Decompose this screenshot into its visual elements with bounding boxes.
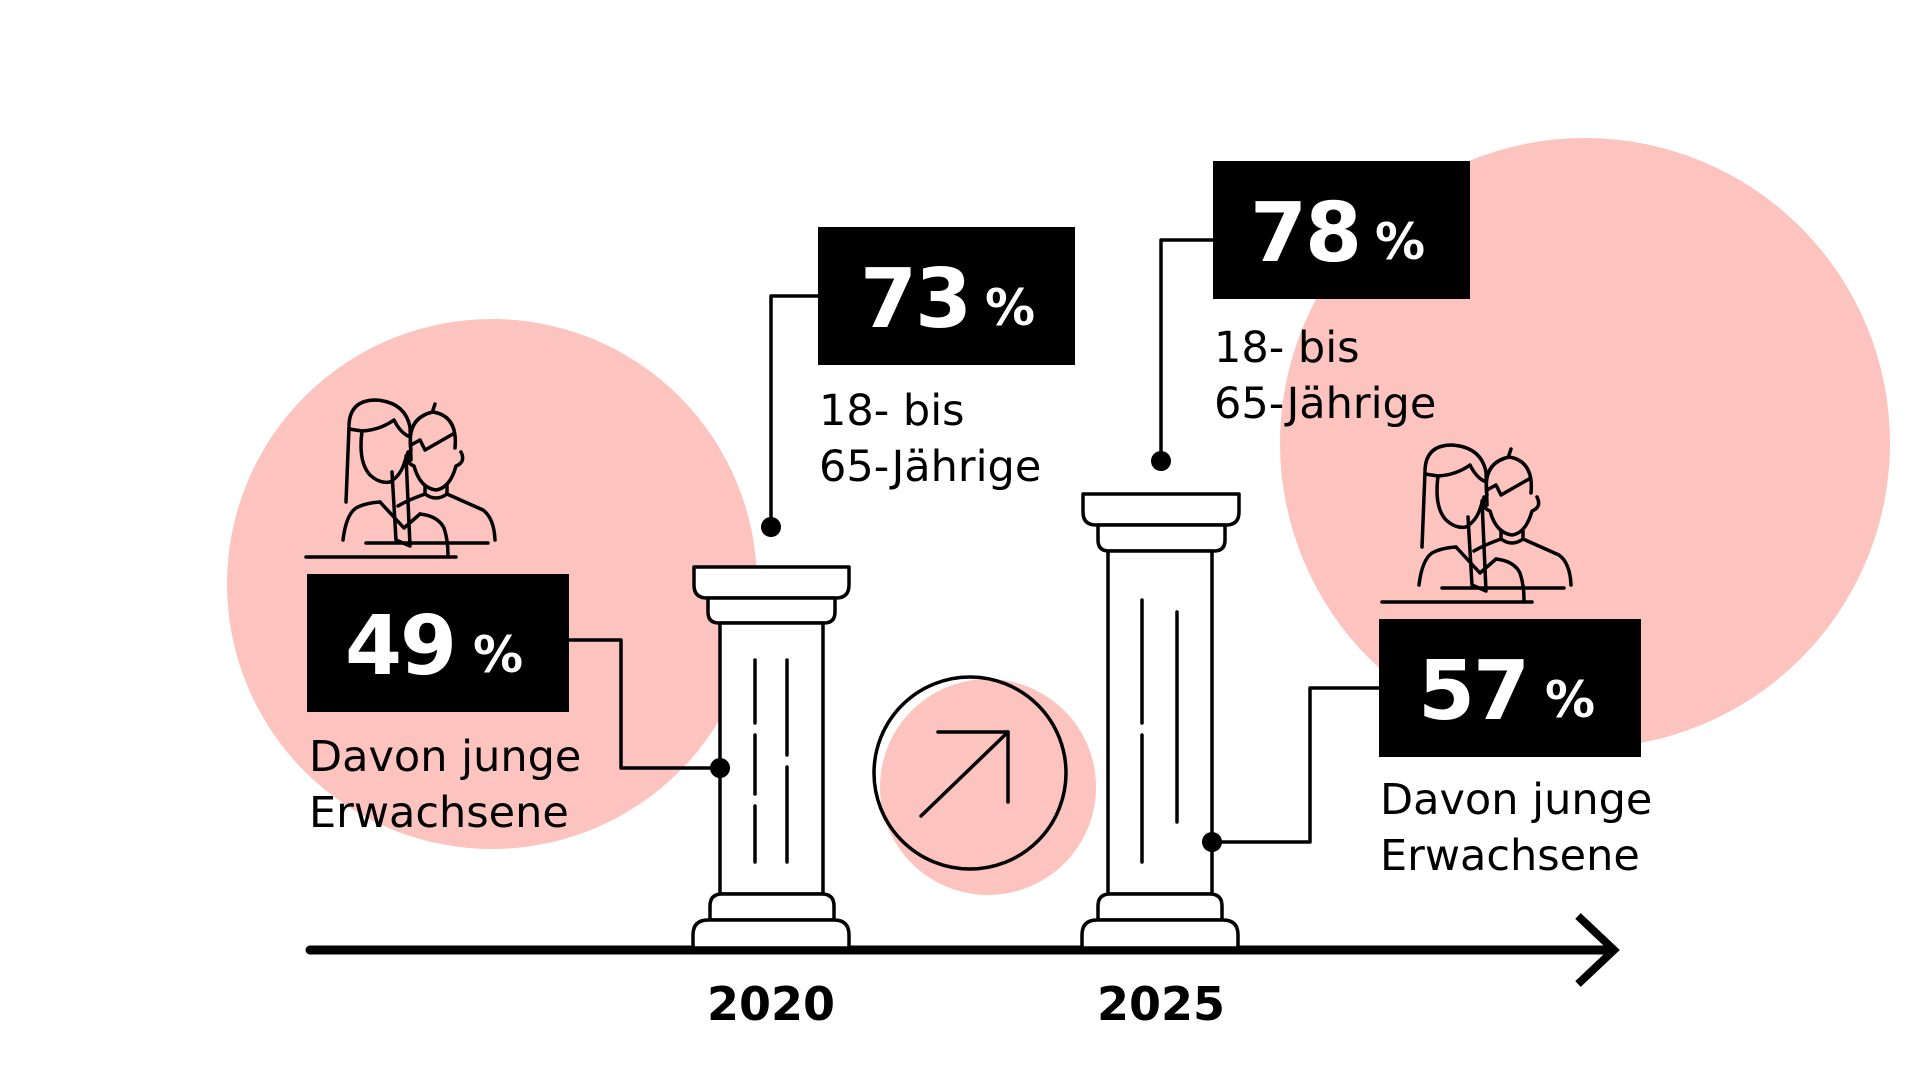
- caption-2025-young-line2: Erwachsene: [1380, 831, 1640, 881]
- svg-text:73: 73: [860, 252, 970, 347]
- svg-text:49: 49: [345, 599, 455, 694]
- connector-2025-young: [1202, 686, 1381, 852]
- connector-2020-total: [761, 294, 820, 537]
- arrow-up-right-icon: [872, 675, 1068, 871]
- svg-text:%: %: [985, 279, 1035, 337]
- caption-2025-total-line1: 18- bis: [1214, 323, 1360, 373]
- bg-circle-trend: [880, 679, 1096, 895]
- stat-box-2020-total: 73 %: [818, 227, 1075, 365]
- svg-text:%: %: [1375, 213, 1425, 271]
- pillar-icon-2020: [691, 565, 851, 950]
- caption-2020-total-line2: 65-Jährige: [819, 442, 1041, 492]
- stat-box-2025-young: 57 %: [1379, 619, 1641, 757]
- caption-2020-young-line2: Erwachsene: [309, 788, 569, 838]
- svg-text:%: %: [473, 626, 523, 684]
- connector-2020-young: [566, 638, 730, 778]
- svg-text:%: %: [1545, 671, 1595, 729]
- caption-2025-total-line2: 65-Jährige: [1214, 379, 1436, 429]
- caption-2020-total-line1: 18- bis: [819, 386, 965, 436]
- year-label-2025: 2025: [1097, 977, 1225, 1031]
- timeline-axis: [305, 913, 1620, 987]
- timeline-arrow-icon: [1575, 913, 1620, 987]
- caption-2020-young-line1: Davon junge: [309, 732, 581, 782]
- caption-2025-young-line1: Davon junge: [1380, 775, 1652, 825]
- year-label-2020: 2020: [707, 977, 835, 1031]
- people-icon-2020: [304, 398, 497, 559]
- connector-2025-total: [1151, 238, 1215, 471]
- svg-text:57: 57: [1418, 644, 1528, 739]
- pillar-icon-2025: [1080, 492, 1241, 950]
- svg-text:78: 78: [1250, 186, 1360, 281]
- stat-box-2025-total: 78 %: [1213, 161, 1470, 299]
- people-icon-2025: [1380, 443, 1573, 604]
- stat-box-2020-young: 49 %: [307, 574, 569, 712]
